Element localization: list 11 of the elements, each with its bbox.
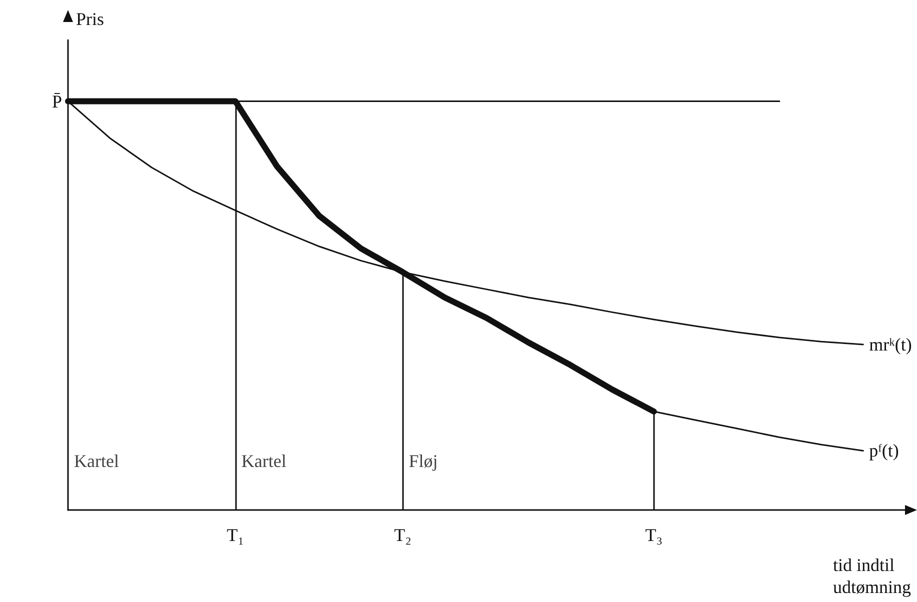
x-axis-title: tid indtil udtømning	[832, 555, 912, 597]
x-tick-label: T₃	[645, 525, 663, 545]
y-axis-title: Pris	[76, 9, 104, 29]
annotation: Kartel	[74, 450, 119, 471]
x-tick-label: T₂	[394, 525, 412, 545]
series-label: P̄	[52, 91, 62, 112]
annotation: Kartel	[241, 450, 286, 471]
series-label: mrᵏ(t)	[869, 334, 912, 354]
annotation: Fløj	[408, 450, 438, 471]
x-tick-label: T₁	[226, 525, 244, 545]
series-label: pᶠ(t)	[869, 440, 899, 461]
